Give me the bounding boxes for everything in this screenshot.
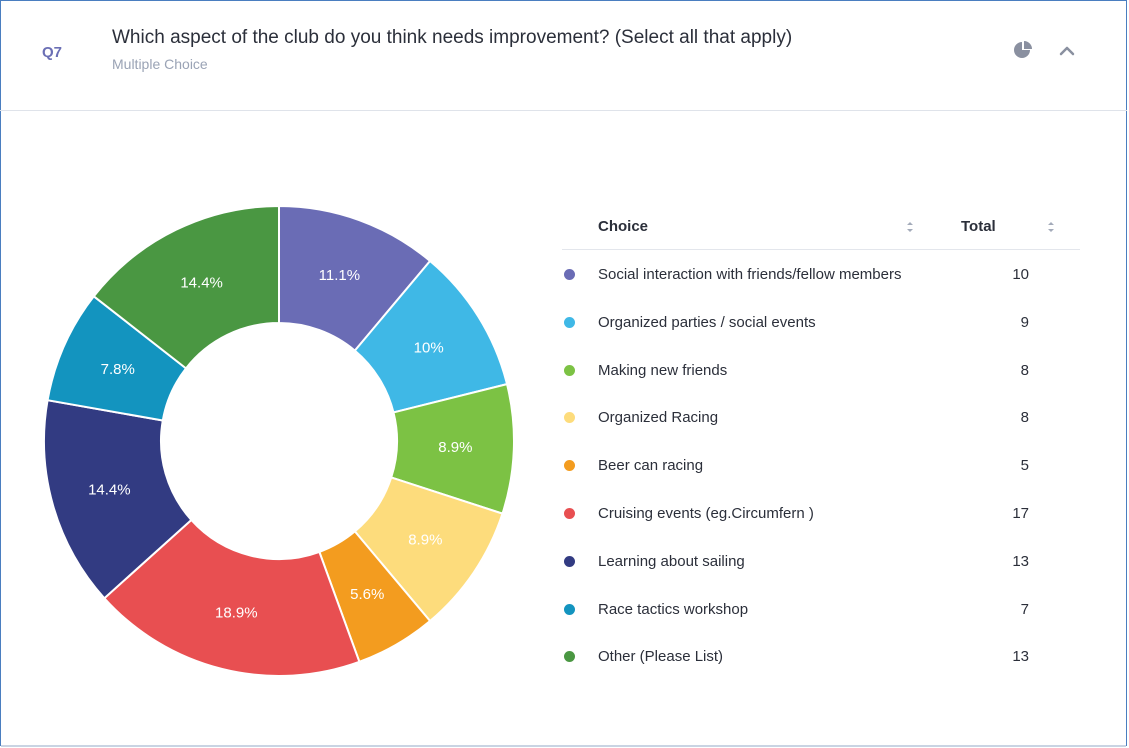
slice-percent-label: 14.4% bbox=[88, 482, 131, 499]
table-row: Beer can racing 5 bbox=[562, 441, 1080, 489]
choice-total: 8 bbox=[1020, 409, 1029, 427]
legend-dot bbox=[564, 316, 575, 328]
choice-label: Race tactics workshop bbox=[598, 600, 749, 618]
legend-dot bbox=[564, 269, 575, 280]
chevron-up-icon[interactable] bbox=[1058, 42, 1076, 60]
choice-total: 7 bbox=[1020, 600, 1029, 618]
legend-dot bbox=[564, 651, 575, 663]
choice-label: Beer can racing bbox=[598, 457, 704, 475]
choice-label: Organized parties / social events bbox=[598, 313, 816, 331]
legend-dot bbox=[564, 364, 575, 376]
table-row: Other (Please List) 13 bbox=[562, 632, 1080, 680]
choice-total: 8 bbox=[1020, 361, 1029, 379]
legend-dot bbox=[564, 507, 575, 519]
table-row: Race tactics workshop 7 bbox=[562, 585, 1080, 633]
pie-chart-icon[interactable] bbox=[1013, 40, 1033, 60]
question-title: Which aspect of the club do you think ne… bbox=[112, 27, 793, 48]
sort-icon[interactable] bbox=[1046, 220, 1056, 234]
column-header-choice[interactable]: Choice bbox=[598, 218, 649, 235]
legend-dot bbox=[564, 412, 575, 424]
question-number: Q7 bbox=[42, 44, 63, 61]
choice-total: 13 bbox=[1012, 552, 1029, 570]
table-row: Social interaction with friends/fellow m… bbox=[562, 250, 1080, 298]
donut-slice[interactable] bbox=[92, 204, 280, 370]
choice-total: 17 bbox=[1012, 504, 1029, 522]
legend-dot bbox=[564, 460, 575, 472]
slice-percent-label: 8.9% bbox=[408, 532, 442, 549]
question-header: Q7 Which aspect of the club do you think… bbox=[0, 0, 1127, 111]
slice-percent-label: 8.9% bbox=[438, 439, 472, 456]
choice-label: Learning about sailing bbox=[598, 552, 745, 570]
sort-icon[interactable] bbox=[905, 220, 915, 234]
slice-percent-label: 18.9% bbox=[215, 604, 258, 621]
table-row: Organized parties / social events 9 bbox=[562, 298, 1080, 346]
choice-total: 5 bbox=[1020, 457, 1029, 475]
choice-total: 13 bbox=[1012, 648, 1029, 666]
choice-label: Cruising events (eg.Circumfern ) bbox=[598, 504, 814, 522]
table-header: Choice Total bbox=[562, 203, 1080, 250]
choice-total: 10 bbox=[1012, 266, 1029, 283]
table-row: Learning about sailing 13 bbox=[562, 537, 1080, 585]
slice-percent-label: 7.8% bbox=[101, 361, 135, 378]
question-type: Multiple Choice bbox=[112, 56, 208, 72]
slice-percent-label: 11.1% bbox=[319, 267, 360, 284]
donut-chart: 11.1% 10% 8.9% 8.9% 5.6% 18.9% 14.4% 7.8% 14.4% bbox=[43, 204, 515, 677]
donut-slice[interactable] bbox=[43, 399, 193, 600]
slice-percent-label: 10% bbox=[414, 339, 444, 356]
donut-slice[interactable] bbox=[102, 518, 361, 677]
column-header-total[interactable]: Total bbox=[961, 218, 996, 235]
table-row: Cruising events (eg.Circumfern ) 17 bbox=[562, 489, 1080, 537]
choice-label: Making new friends bbox=[598, 361, 728, 379]
choice-label: Other (Please List) bbox=[598, 648, 724, 666]
choice-label: Organized Racing bbox=[598, 409, 719, 427]
slice-percent-label: 14.4% bbox=[180, 274, 223, 291]
choice-label: Social interaction with friends/fellow m… bbox=[598, 266, 902, 283]
table-row: Organized Racing 8 bbox=[562, 393, 1080, 441]
table-row: Making new friends 8 bbox=[562, 346, 1080, 394]
choice-total: 9 bbox=[1020, 313, 1029, 331]
legend-dot bbox=[564, 603, 575, 615]
results-table: Choice Total Social interaction with fri… bbox=[562, 203, 1080, 680]
slice-percent-label: 5.6% bbox=[350, 586, 384, 603]
table-body: Social interaction with friends/fellow m… bbox=[562, 250, 1080, 680]
legend-dot bbox=[564, 555, 575, 567]
